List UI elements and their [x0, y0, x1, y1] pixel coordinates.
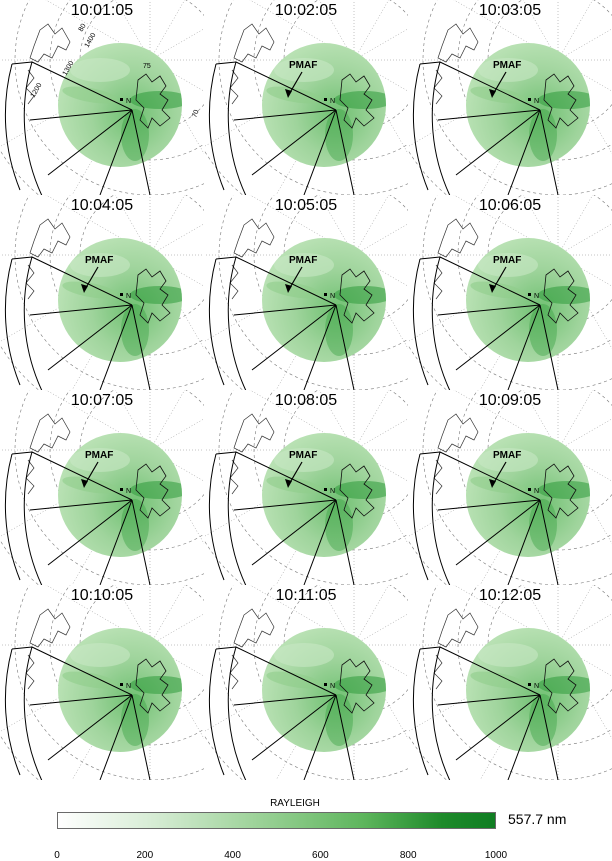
- panel-1: N 80 75 70 1400 1300 1200 10:01:05: [0, 0, 204, 195]
- panel-map: N: [204, 585, 408, 780]
- panel-map: N: [408, 585, 612, 780]
- pmaf-label: PMAF: [289, 450, 317, 461]
- pmaf-label: PMAF: [85, 450, 113, 461]
- colorbar-tick-label: 600: [312, 850, 329, 861]
- panel-time: 10:09:05: [478, 392, 542, 409]
- panel-3: N PMAF 10:03:05: [408, 0, 612, 195]
- colorbar-tick-label: 1000: [484, 850, 508, 861]
- panel-12: N 10:12:05: [408, 585, 612, 780]
- grid-label: 70: [191, 109, 200, 119]
- panel-map: N PMAF: [204, 195, 408, 390]
- station-label: N: [330, 488, 335, 495]
- station-label: N: [126, 98, 131, 105]
- station-label: N: [126, 293, 131, 300]
- panel-map: N PMAF: [204, 390, 408, 585]
- colorbar-wavelength: 557.7 nm: [508, 811, 567, 827]
- pmaf-label: PMAF: [289, 60, 317, 71]
- colorbar-tick-label: 400: [224, 850, 241, 861]
- panel-2: N PMAF 10:02:05: [204, 0, 408, 195]
- colorbar: RAYLEIGH 557.7 nm 0 200 400 600 800 1000: [0, 790, 612, 861]
- station-label: N: [330, 98, 335, 105]
- panel-map: N PMAF: [408, 390, 612, 585]
- panel-time: 10:03:05: [478, 2, 542, 19]
- panel-map: N PMAF: [408, 0, 612, 195]
- panel-map: N PMAF: [0, 195, 204, 390]
- panel-time: 10:05:05: [274, 197, 338, 214]
- panel-6: N PMAF 10:06:05: [408, 195, 612, 390]
- station-label: N: [534, 683, 539, 690]
- station-label: N: [534, 98, 539, 105]
- panel-7: N PMAF 10:07:05: [0, 390, 204, 585]
- station-label: N: [330, 293, 335, 300]
- panel-time: 10:11:05: [275, 587, 337, 604]
- panel-8: N PMAF 10:08:05: [204, 390, 408, 585]
- panel-4: N PMAF 10:04:05: [0, 195, 204, 390]
- panel-map: N PMAF: [204, 0, 408, 195]
- panel-time: 10:02:05: [274, 2, 338, 19]
- station-label: N: [126, 488, 131, 495]
- panel-time: 10:06:05: [478, 197, 542, 214]
- panel-time: 10:08:05: [274, 392, 338, 409]
- colorbar-title: RAYLEIGH: [270, 798, 320, 809]
- pmaf-label: PMAF: [85, 255, 113, 266]
- grid-label: 80: [78, 23, 88, 33]
- grid-label: 75: [143, 63, 151, 70]
- panel-11: N 10:11:05: [204, 585, 408, 780]
- panel-10: N 10:10:05: [0, 585, 204, 780]
- panel-9: N PMAF 10:09:05: [408, 390, 612, 585]
- pmaf-label: PMAF: [493, 60, 521, 71]
- colorbar-tick-label: 800: [399, 850, 417, 861]
- grid-label: 1400: [84, 32, 98, 49]
- pmaf-label: PMAF: [289, 255, 317, 266]
- panel-time: 10:07:05: [70, 392, 134, 409]
- panel-time: 10:04:05: [70, 197, 134, 214]
- station-label: N: [126, 683, 131, 690]
- colorbar-tick-label: 200: [136, 850, 154, 861]
- colorbar-tick-label: 0: [54, 850, 60, 861]
- panel-time: 10:10:05: [70, 587, 134, 604]
- panel-map: N PMAF: [0, 390, 204, 585]
- panel-map: N: [0, 585, 204, 780]
- station-label: N: [534, 293, 539, 300]
- panel-5: N PMAF 10:05:05: [204, 195, 408, 390]
- station-label: N: [534, 488, 539, 495]
- station-label: N: [330, 683, 335, 690]
- panel-map: N PMAF: [408, 195, 612, 390]
- colorbar-gradient: [57, 812, 496, 829]
- pmaf-label: PMAF: [493, 450, 521, 461]
- panel-time: 10:01:05: [70, 2, 134, 19]
- grid-label: 1200: [30, 82, 44, 99]
- pmaf-label: PMAF: [493, 255, 521, 266]
- panel-time: 10:12:05: [478, 587, 542, 604]
